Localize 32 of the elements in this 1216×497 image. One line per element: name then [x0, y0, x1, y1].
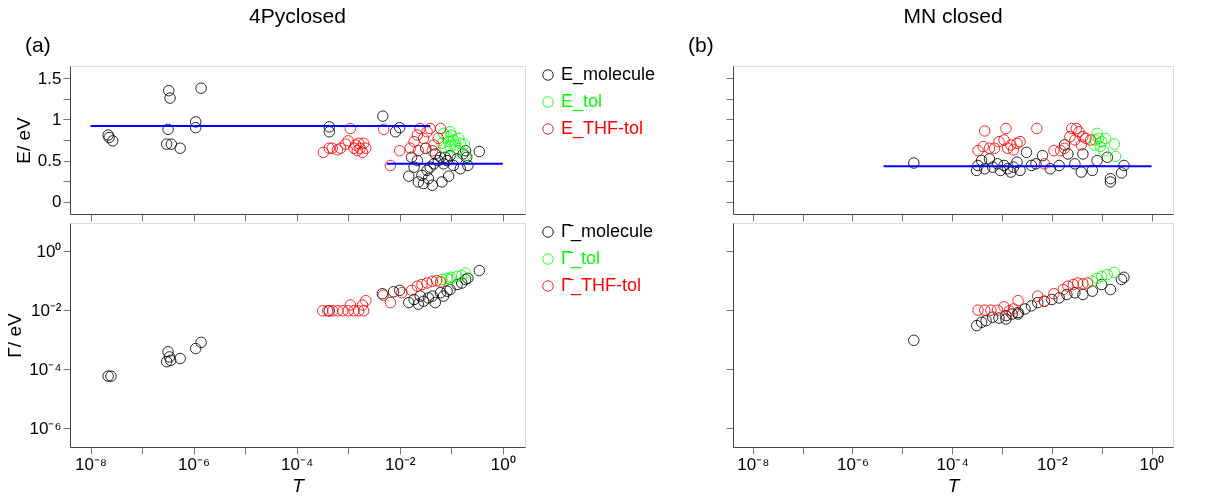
y-tick-label: 10⁻⁴: [29, 359, 62, 379]
y-tick-label: 0.5: [37, 151, 62, 171]
x-tick-label: 10⁻⁶: [178, 454, 211, 474]
y-tick-label: 1.5: [37, 68, 62, 88]
legend-label: Γ̄_THF-tol: [561, 275, 641, 296]
x-axis-title: T: [947, 474, 961, 496]
x-tick-label: 10⁻⁶: [837, 454, 869, 474]
legend-label: E_tol: [561, 91, 603, 112]
x-tick-label: 10⁰: [490, 454, 516, 474]
x-tick-label: 10⁻²: [384, 454, 416, 474]
x-tick-label: 10⁻²: [1037, 454, 1068, 474]
chart-title: 4Pyclosed: [249, 4, 346, 27]
text: (a): [25, 33, 51, 56]
y-tick-label: 1: [52, 109, 62, 129]
y-tick-label: 10⁻⁶: [29, 418, 62, 438]
y-tick-label: 10⁻²: [30, 300, 62, 320]
y-tick-label: 0: [52, 192, 62, 212]
y-axis-title: E/ eV: [12, 116, 34, 164]
legend-label: E_molecule: [561, 64, 656, 85]
text: (b): [688, 33, 714, 56]
chart-title: MN closed: [903, 4, 1003, 27]
x-tick-label: 10⁻⁴: [936, 454, 969, 474]
text: Γ̄_tol: [561, 248, 600, 269]
x-axis-title: T: [292, 474, 306, 496]
y-axis-title: Γ/ eV: [4, 313, 26, 358]
y-tick-label: 10⁰: [36, 241, 62, 261]
legend-label: E_THF-tol: [561, 118, 644, 139]
text: Γ̄_molecule: [561, 221, 653, 242]
x-tick-label: 10⁻⁸: [74, 454, 108, 474]
x-tick-label: 10⁰: [1139, 454, 1165, 474]
x-tick-label: 10⁻⁸: [737, 454, 770, 474]
x-tick-label: 10⁻⁴: [281, 454, 314, 474]
